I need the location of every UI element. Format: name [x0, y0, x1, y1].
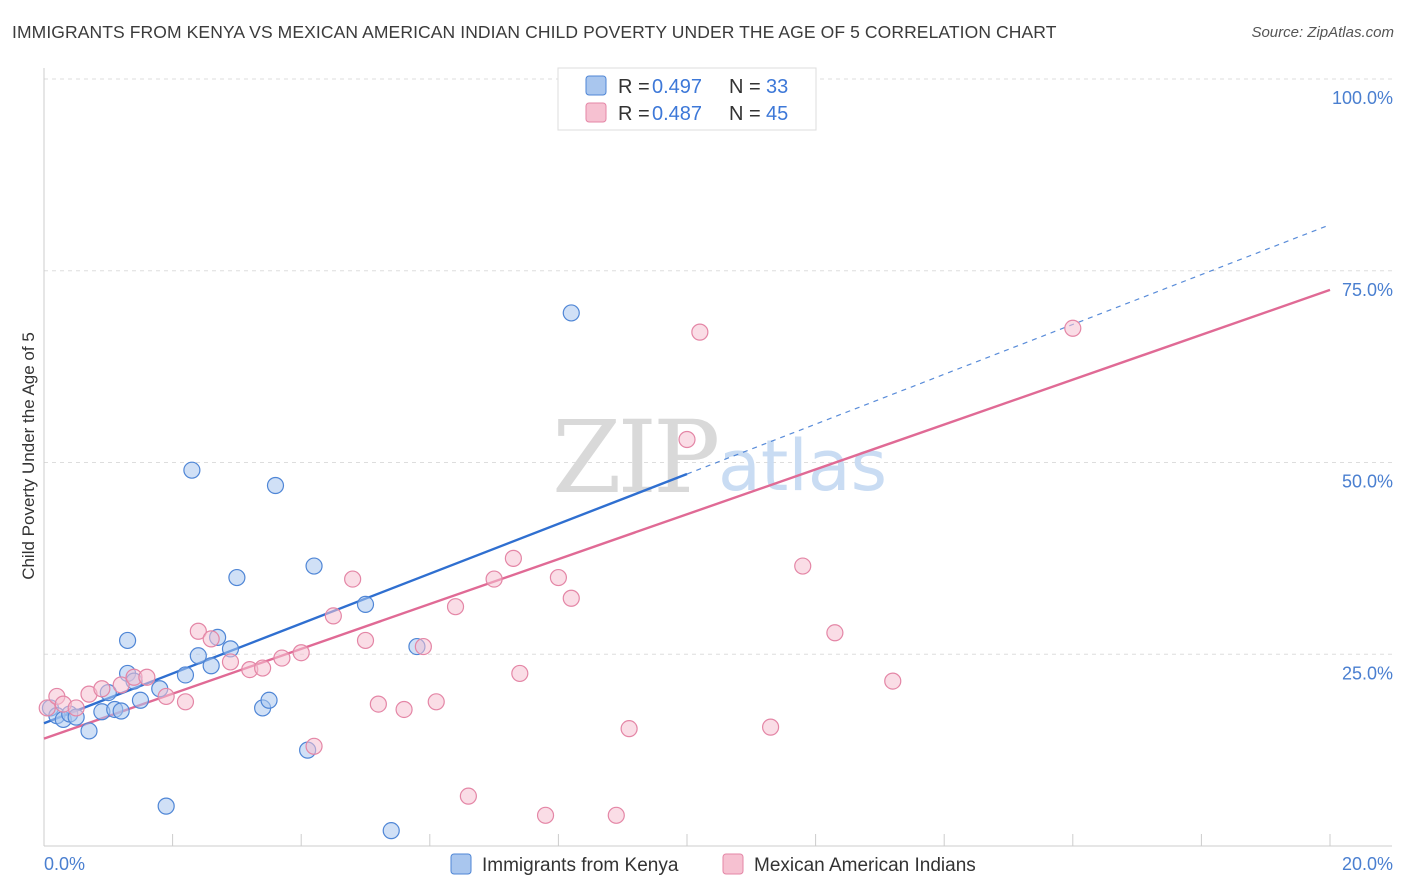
legend-swatch-pink	[585, 102, 607, 123]
mexican-american-indian-point	[221, 653, 240, 671]
mexican-american-indian-point	[511, 664, 529, 683]
grid-lines	[44, 78, 1392, 846]
mexican-american-indian-point	[67, 699, 85, 717]
kenya-point	[176, 666, 195, 684]
x-tick-label: 0.0%	[44, 854, 85, 874]
mexican-american-indian-point	[157, 687, 175, 706]
kenya-point	[183, 461, 201, 479]
watermark: ZIP atlas	[552, 399, 887, 516]
legend-n-label: N =	[729, 103, 766, 125]
y-tick-label: 75.0%	[1342, 280, 1393, 300]
y-tick-label: 25.0%	[1342, 663, 1393, 683]
mexican-american-indian-point	[678, 430, 696, 449]
mexican-american-indian-point	[138, 668, 156, 686]
kenya-point	[305, 557, 323, 575]
mexican-american-indian-point	[562, 589, 580, 607]
mexican-american-indian-point	[344, 570, 362, 588]
legend-n-label: N =	[729, 76, 766, 98]
legend-n-value: 45	[766, 103, 788, 125]
mexican-american-indian-point	[549, 568, 568, 587]
mexican-american-indian-point	[414, 637, 432, 656]
kenya-point	[80, 722, 98, 740]
legend-r-value: 0.487	[652, 103, 702, 125]
legend-n-value: 33	[766, 76, 788, 98]
series-legend: Immigrants from Kenya Mexican American I…	[450, 853, 976, 876]
mexican-american-indian-point	[292, 644, 310, 662]
kenya-trend-extension	[686, 224, 1331, 475]
chart-title: IMMIGRANTS FROM KENYA VS MEXICAN AMERICA…	[12, 22, 1057, 42]
mexican-american-indian-point	[369, 695, 387, 713]
mexican-american-indian-point	[273, 649, 291, 667]
mexican-american-indian-point	[112, 676, 130, 694]
legend-swatch-kenya	[450, 853, 472, 875]
mexican-american-indian-point	[189, 622, 207, 640]
kenya-point	[260, 691, 278, 709]
stats-legend: R = 0.497 N = 33 R = 0.487 N = 45	[557, 67, 817, 131]
y-tick-label: 50.0%	[1342, 472, 1393, 492]
y-tick-labels: 25.0% 50.0% 75.0% 100.0%	[1332, 88, 1393, 683]
mexican-american-indian-point	[794, 557, 812, 575]
stats-legend-row-kenya: R = 0.497 N = 33	[585, 75, 788, 98]
kenya-point	[562, 304, 580, 322]
mexican-american-indian-point	[536, 806, 555, 824]
legend-r-label: R =	[618, 103, 655, 125]
axes	[43, 68, 1392, 847]
mexican-american-indian-point	[324, 607, 342, 625]
legend-r-value: 0.497	[652, 76, 702, 98]
mexican-american-indian-point	[305, 737, 323, 755]
mexican-american-indian-point	[1064, 319, 1082, 337]
kenya-point	[189, 647, 207, 665]
mexican-american-indian-point	[93, 680, 111, 698]
legend-label-mexican-american-indians: Mexican American Indians	[754, 855, 976, 876]
y-axis-label: Child Poverty Under the Age of 5	[19, 332, 38, 580]
stats-legend-row-mexican-american-indians: R = 0.487 N = 45	[585, 102, 788, 125]
x-tick-labels: 0.0% 20.0%	[44, 854, 1393, 874]
mexican-american-indian-point	[202, 630, 220, 648]
mexican-american-indian-point	[485, 570, 503, 588]
kenya-point	[356, 595, 375, 613]
mexican-american-indian-point	[446, 598, 465, 616]
mexican-american-indian-point	[761, 718, 780, 736]
mexican-american-indian-point	[826, 624, 844, 642]
kenya-point	[112, 702, 130, 720]
mexican-american-indian-point	[395, 700, 413, 719]
kenya-point	[131, 691, 150, 709]
kenya-point	[118, 631, 137, 650]
mexican-american-indian-point	[620, 720, 638, 738]
data-points	[38, 70, 1082, 840]
mexican-american-indian-point	[884, 672, 902, 690]
kenya-point	[157, 797, 175, 815]
x-tick-label: 20.0%	[1342, 854, 1393, 874]
mexican-american-indian-point	[691, 323, 709, 341]
y-tick-label: 100.0%	[1332, 88, 1393, 108]
kenya-point	[382, 822, 400, 840]
mexican-american-indian-point	[38, 699, 56, 717]
legend-r-label: R =	[618, 76, 655, 98]
mexican-american-indian-point	[356, 631, 375, 650]
mexican-american-indian-point	[176, 693, 195, 711]
mexican-american-indian-point	[427, 693, 445, 711]
source-credit: Source: ZipAtlas.com	[1251, 24, 1394, 41]
mexican-american-indian-point	[459, 787, 477, 805]
kenya-point	[202, 657, 220, 675]
legend-swatch-blue	[585, 75, 607, 96]
legend-swatch-mexican-american-indians	[722, 853, 744, 875]
mexican-american-indian-point	[504, 549, 522, 567]
mexican-american-indian-point	[254, 659, 272, 677]
legend-label-kenya: Immigrants from Kenya	[482, 855, 679, 876]
kenya-point	[228, 568, 246, 587]
kenya-point	[266, 476, 285, 495]
watermark-zip: ZIP	[552, 399, 717, 516]
mexican-american-indian-trend-line	[43, 288, 1331, 740]
mexican-american-indian-point	[607, 806, 625, 824]
